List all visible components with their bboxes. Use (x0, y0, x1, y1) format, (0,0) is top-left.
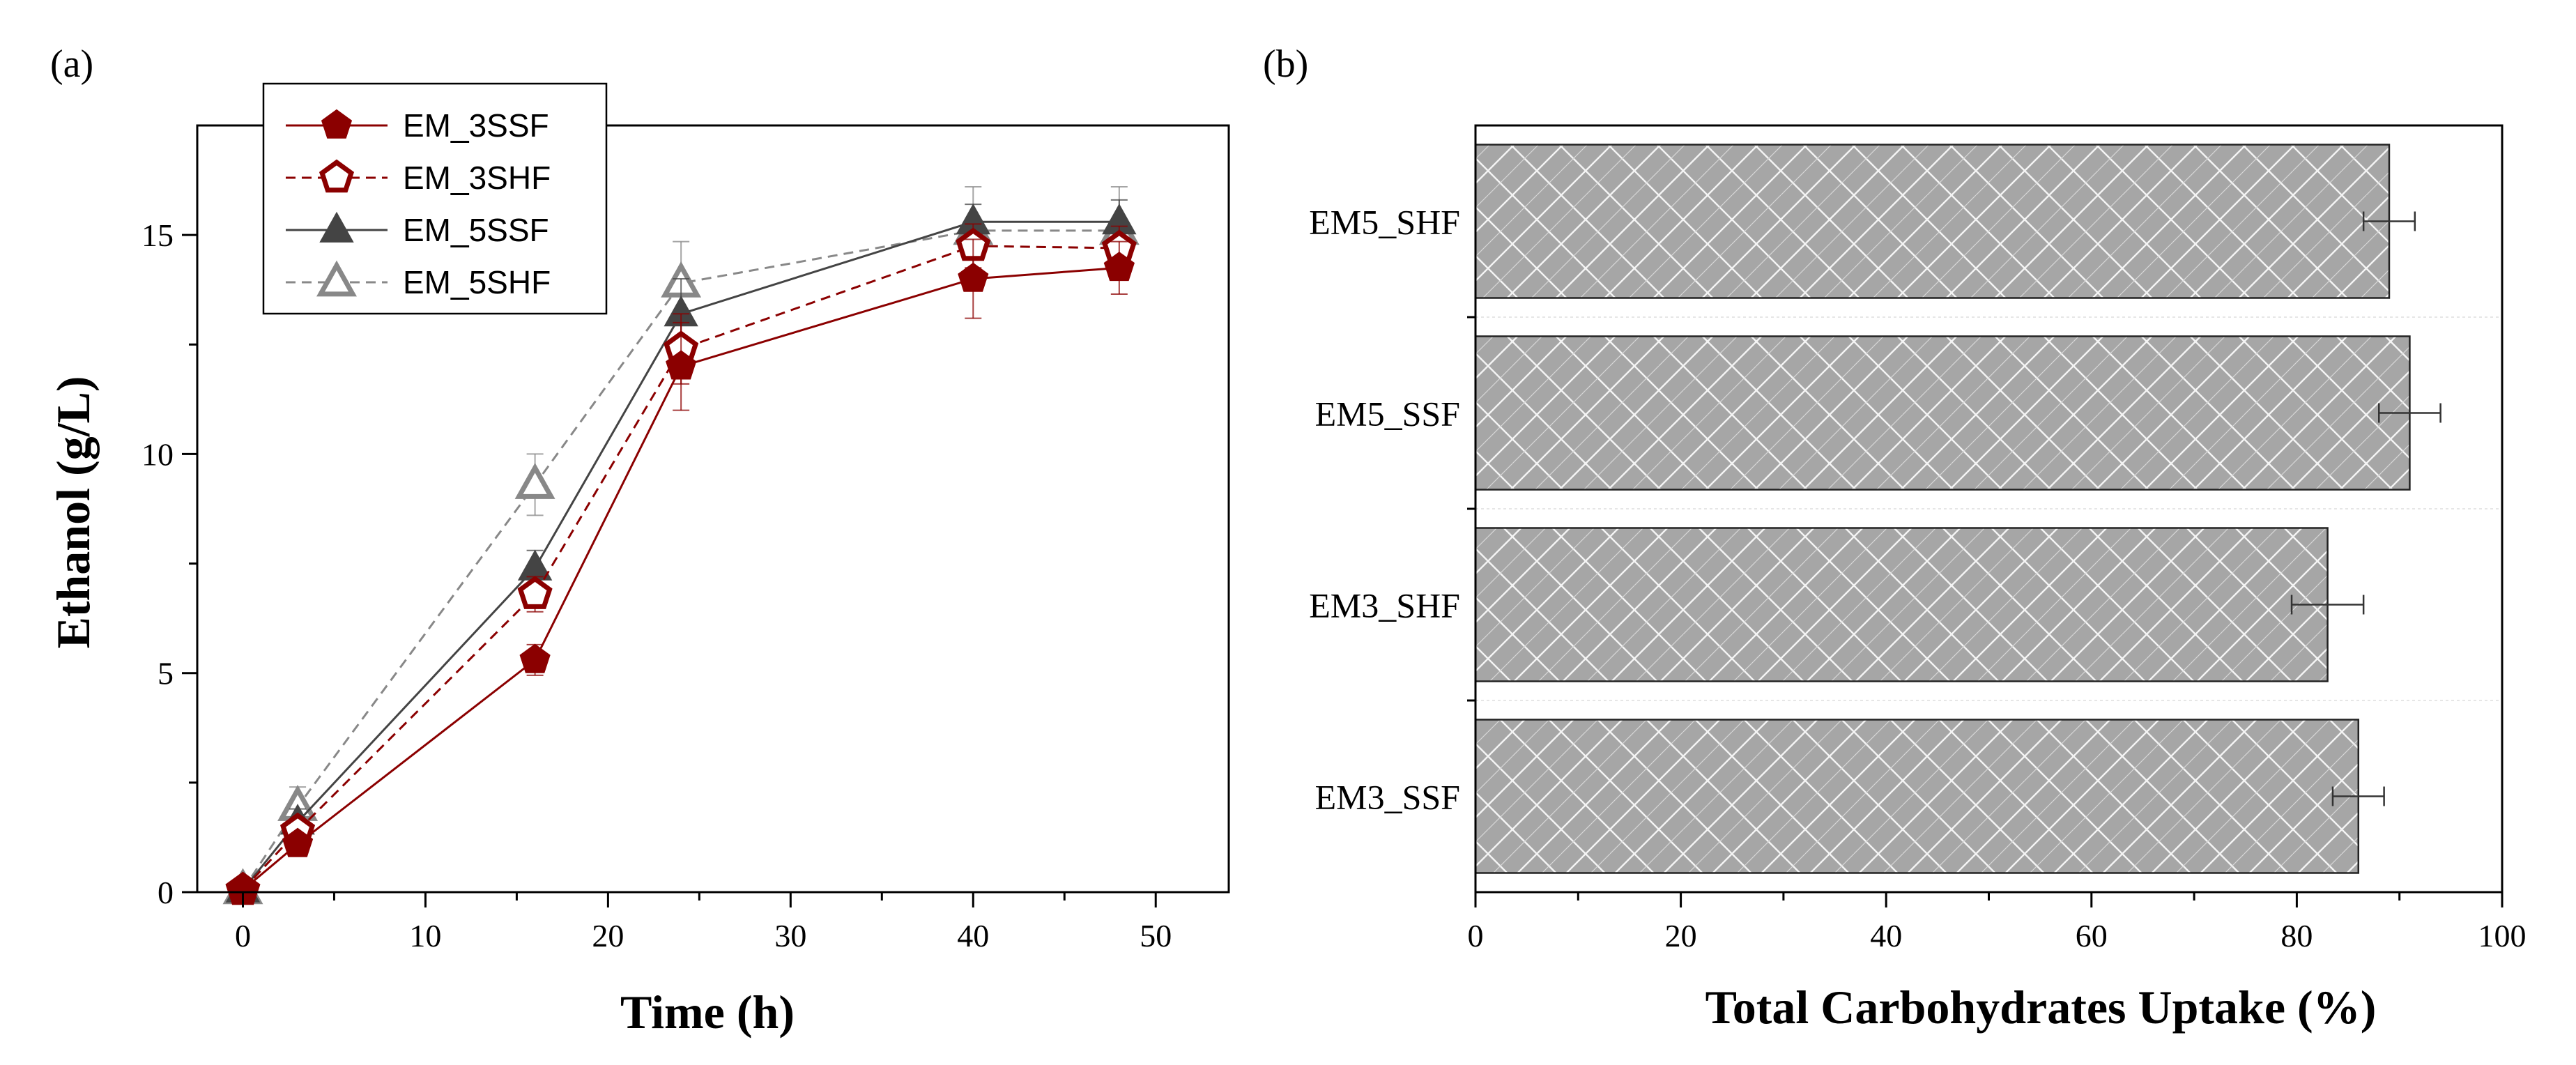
x-tick-label-a: 30 (774, 918, 806, 953)
x-tick-label-a: 40 (957, 918, 989, 953)
series-EM_3SSF (227, 238, 1135, 903)
x-tick-label-b: 0 (1468, 918, 1484, 953)
legend-marker (319, 211, 354, 243)
y-tick-label-a: 10 (141, 436, 174, 472)
category-label-EM5_SSF: EM5_SSF (1315, 394, 1460, 434)
y-tick-label-a: 0 (158, 875, 174, 910)
bar-EM3_SHF (1474, 527, 2329, 682)
x-axis-label-a: Time (h) (620, 986, 795, 1039)
data-point (514, 463, 555, 499)
bar-EM5_SHF (1474, 144, 2391, 299)
data-point (1103, 252, 1135, 282)
data-point (958, 262, 989, 292)
y-tick-label-a: 15 (141, 217, 174, 253)
bar-EM3_SSF (1474, 719, 2360, 874)
legend-item: EM_5SSF (286, 211, 549, 248)
x-tick-label-a: 10 (409, 918, 441, 953)
category-label-EM3_SSF: EM3_SSF (1315, 778, 1460, 817)
category-label-EM5_SHF: EM5_SHF (1309, 203, 1460, 242)
data-point (282, 827, 314, 857)
legend-marker (316, 260, 357, 297)
y-tick-label-a: 5 (158, 656, 174, 691)
legend-marker (319, 159, 355, 193)
legend-item: EM_3SSF (286, 107, 549, 144)
legend-marker (321, 109, 353, 139)
x-tick-label-b: 60 (2076, 918, 2108, 953)
legend-label: EM_3SSF (403, 107, 549, 144)
x-tick-label-a: 20 (592, 918, 624, 953)
plot-frame-a (196, 124, 1230, 894)
panel-label-a: (a) (50, 43, 93, 86)
x-tick-label-a: 0 (235, 918, 251, 953)
line-chart-panel-a: 0 10 20 30 40 50 0 5 10 15 Time (h) Ethanol (g/L)… (47, 82, 1230, 1039)
x-tick-label-b: 40 (1870, 918, 1902, 953)
bar-chart-panel-b: EM5_SHF EM5_SSF EM3_SHF EM3_SSF 0 20 40 60 80 100… (1309, 124, 2527, 1034)
legend-label: EM_5SHF (403, 264, 551, 300)
bar-EM5_SSF (1474, 335, 2411, 491)
x-axis-label-b: Total Carbohydrates Uptake (%) (1705, 981, 2377, 1034)
y-axis-label-a: Ethanol (g/L) (47, 376, 100, 648)
legend-label: EM_3SHF (403, 160, 551, 196)
data-point (517, 576, 553, 609)
x-tick-label-b: 20 (1665, 918, 1697, 953)
legend-item: EM_3SHF (286, 159, 551, 196)
x-tick-label-b: 100 (2478, 918, 2527, 953)
legend-label: EM_5SSF (403, 212, 549, 248)
legend-item: EM_5SHF (286, 260, 551, 300)
category-label-EM3_SHF: EM3_SHF (1309, 586, 1460, 625)
data-point (666, 350, 697, 380)
legend-box (262, 82, 608, 315)
x-tick-label-a: 50 (1140, 918, 1172, 953)
panel-label-b: (b) (1263, 43, 1308, 86)
legend: EM_3SSF EM_3SHF EM_5SSF EM_5SHF (262, 82, 608, 315)
x-tick-label-b: 80 (2280, 918, 2313, 953)
data-point (519, 643, 551, 673)
